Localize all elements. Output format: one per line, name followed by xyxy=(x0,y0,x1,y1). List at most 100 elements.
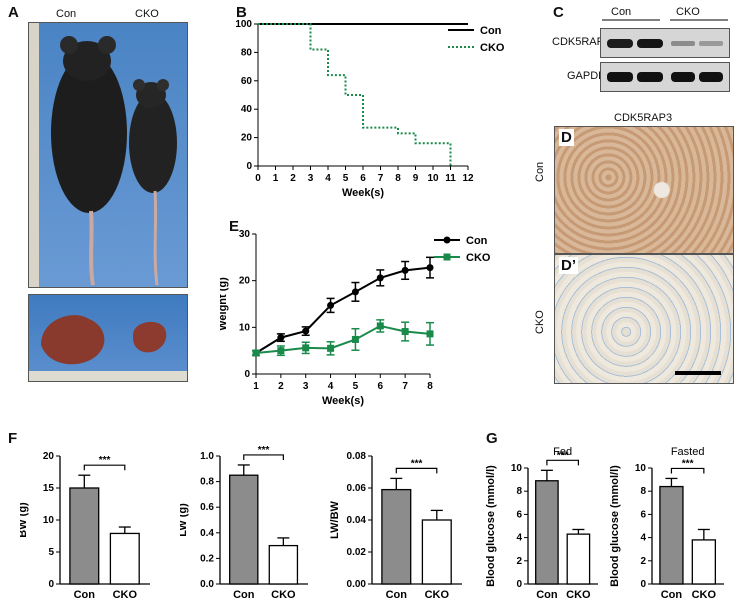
y-tick-label: 0.0 xyxy=(200,579,214,590)
bar-con xyxy=(69,487,100,585)
y-tick-label: 10 xyxy=(239,322,251,333)
blot-label-gapdh: GAPDH xyxy=(567,70,607,82)
y-tick-label: 0 xyxy=(516,579,522,590)
category-label: Con xyxy=(74,589,96,601)
liver-illustration xyxy=(29,315,187,381)
significance-label: *** xyxy=(99,455,111,466)
chart-lw: 0.0 0.2 0.4 0.6 0.8 1.0 LW (g) Con CKO *** xyxy=(180,445,308,601)
y-tick-label: 6 xyxy=(640,509,646,520)
chart-weight: 1 2 3 4 5 6 7 8 0 10 20 30 Week(s) Weight (g) Con CKO xyxy=(220,229,491,407)
y-tick-label: 30 xyxy=(239,229,251,240)
liver-photo xyxy=(28,294,188,382)
category-label: CKO xyxy=(271,589,296,601)
chart-title: Fed xyxy=(553,446,572,458)
panel-letter-f: F xyxy=(8,430,18,447)
x-tick-label: 0 xyxy=(255,173,261,184)
y-tick-label: 1.0 xyxy=(200,451,214,462)
y-axis-label: BW (g) xyxy=(20,502,29,538)
blot-group-lines xyxy=(602,19,728,21)
legend-label-con: Con xyxy=(466,235,488,247)
significance-bracket xyxy=(243,454,284,460)
ihc-cko-image: D’ xyxy=(554,254,734,384)
x-tick-label: 9 xyxy=(413,173,419,184)
y-tick-label: 4 xyxy=(516,533,522,544)
series-line-con xyxy=(255,266,431,354)
ihc-con-image: D xyxy=(554,126,734,254)
x-axis-label: Week(s) xyxy=(322,395,364,407)
x-tick-label: 12 xyxy=(462,173,474,184)
y-tick-label: 8 xyxy=(640,486,646,497)
y-tick-label: 0.04 xyxy=(347,515,367,526)
data-point xyxy=(426,264,434,272)
bar-con xyxy=(381,488,412,585)
x-tick-label: 10 xyxy=(427,173,439,184)
chart-survival: 0123456789101112020406080100Week(s)Survi… xyxy=(235,19,505,199)
bar-cko xyxy=(109,532,140,585)
mouse-photo xyxy=(28,22,188,288)
x-tick-label: 2 xyxy=(278,381,284,392)
x-tick-label: 1 xyxy=(273,173,279,184)
x-tick-label: 4 xyxy=(325,173,331,184)
label-con-a: Con xyxy=(56,8,77,20)
bar-cko xyxy=(566,533,591,585)
y-tick-label: 0.2 xyxy=(200,553,214,564)
legend-label-con: Con xyxy=(480,25,502,37)
x-tick-label: 3 xyxy=(303,381,309,392)
panel-letter-g: G xyxy=(486,430,498,447)
significance-label: *** xyxy=(258,445,270,456)
x-tick-label: 7 xyxy=(402,381,408,392)
legend-marker xyxy=(443,236,451,244)
chart-bw: 0 5 10 15 20 BW (g) Con CKO *** xyxy=(20,451,150,601)
legend-label-cko: CKO xyxy=(480,42,505,54)
y-tick-label: 20 xyxy=(239,276,251,287)
y-tick-label: 8 xyxy=(516,486,522,497)
y-tick-label: 0.08 xyxy=(347,451,367,462)
y-tick-label: 20 xyxy=(241,133,253,144)
data-point xyxy=(351,335,359,343)
x-tick-label: 6 xyxy=(360,173,366,184)
y-tick-label: 0.8 xyxy=(200,477,214,488)
data-point xyxy=(277,347,285,355)
bar-con xyxy=(535,480,559,585)
data-point xyxy=(401,328,409,336)
data-point xyxy=(277,334,285,342)
category-label: CKO xyxy=(692,589,717,601)
x-tick-label: 6 xyxy=(378,381,384,392)
scale-bar xyxy=(675,371,721,375)
chart-title: Fasted xyxy=(671,446,705,458)
y-tick-label: 40 xyxy=(241,104,253,115)
blot-cdk5rap3 xyxy=(600,28,730,58)
blot-group-cko: CKO xyxy=(676,6,700,18)
panel-letter-c: C xyxy=(553,4,564,21)
significance-label: *** xyxy=(682,458,694,469)
chart-glucose-fasted: 0 2 4 6 8 10 Blood glucose (mmol/l) Con CKO ***Fa… xyxy=(610,446,724,601)
category-label: Con xyxy=(386,589,408,601)
y-tick-label: 0 xyxy=(246,161,252,172)
legend-label-cko: CKO xyxy=(466,252,491,264)
data-point xyxy=(327,344,335,352)
label-cko-a: CKO xyxy=(135,8,159,20)
bar-con xyxy=(229,474,259,585)
y-tick-label: 0 xyxy=(640,579,646,590)
y-tick-label: 5 xyxy=(48,547,54,558)
x-tick-label: 1 xyxy=(253,381,259,392)
blot-group-con: Con xyxy=(611,6,632,18)
bar-cko xyxy=(691,539,717,585)
significance-bracket xyxy=(546,459,580,466)
bar-cko xyxy=(268,544,299,585)
category-label: CKO xyxy=(425,589,450,601)
data-point xyxy=(302,344,310,352)
significance-label: *** xyxy=(557,450,569,461)
y-axis-label: Weight (g) xyxy=(220,277,229,331)
y-tick-label: 0.06 xyxy=(347,483,367,494)
y-tick-label: 0.00 xyxy=(347,579,367,590)
bar-cko xyxy=(421,519,452,585)
y-tick-label: 2 xyxy=(640,556,646,567)
y-axis-label: Blood glucose (mmol/l) xyxy=(486,465,497,587)
y-tick-label: 15 xyxy=(43,483,55,494)
series-line-cko xyxy=(258,23,452,166)
data-point xyxy=(302,327,310,335)
data-point xyxy=(376,322,384,330)
blot-label-cdk5rap3: CDK5RAP3 xyxy=(552,36,611,48)
y-tick-label: 20 xyxy=(43,451,55,462)
